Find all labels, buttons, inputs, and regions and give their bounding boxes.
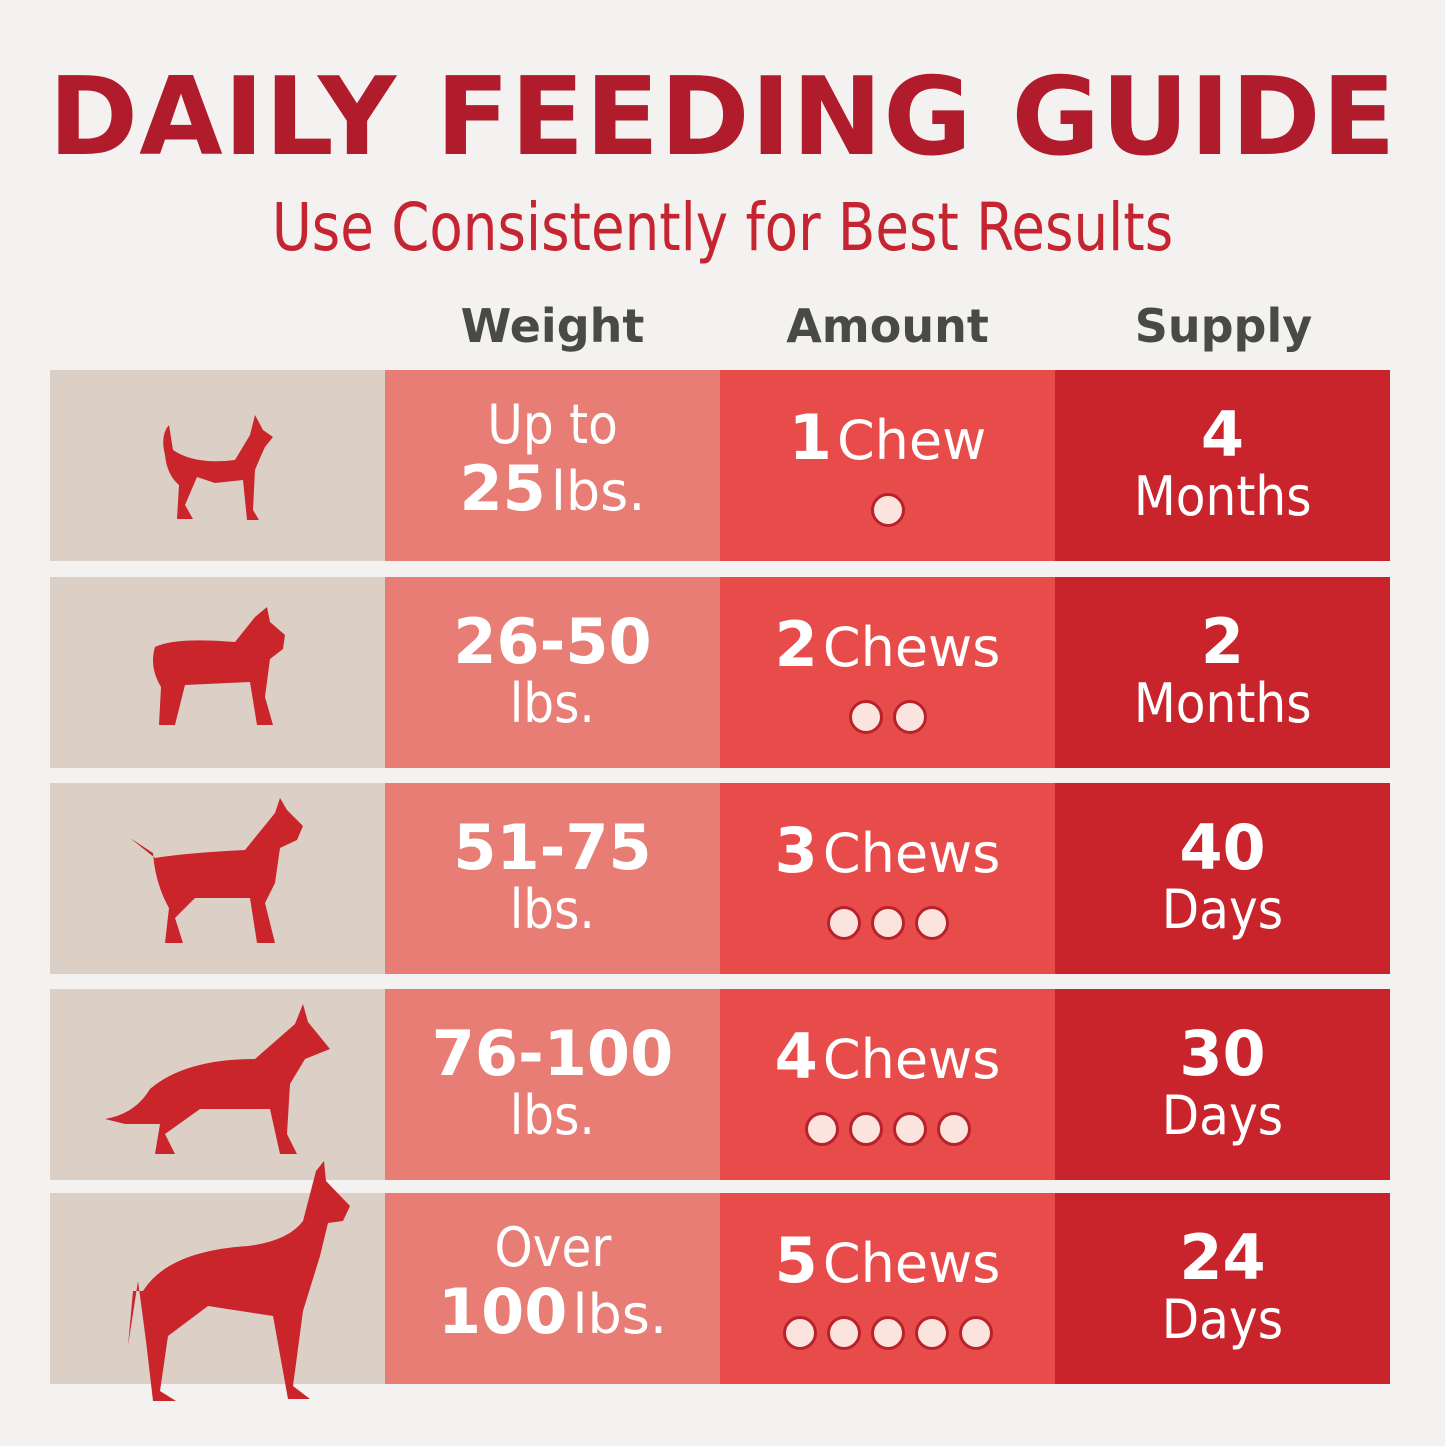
chew-icon (848, 699, 883, 734)
great-dane-icon (128, 1161, 350, 1401)
weight-unit: lbs. (550, 459, 646, 523)
supply-cell: 4 Months (1055, 370, 1390, 561)
chew-dots (782, 1315, 993, 1350)
chew-icon (958, 1315, 993, 1350)
weight-unit: lbs. (509, 1083, 596, 1147)
amount-cell: 3 Chews (720, 783, 1055, 974)
chew-icon (870, 905, 905, 940)
amount-cell: 2 Chews (720, 577, 1055, 768)
table-row: 26-50 lbs. 2 Chews 2 Months (50, 577, 1390, 768)
amount-unit: Chew (836, 408, 987, 472)
chew-dots (848, 699, 927, 734)
supply-value: 24 (1179, 1220, 1266, 1294)
supply-cell: 2 Months (1055, 577, 1390, 768)
amount-value: 3 (774, 813, 818, 887)
supply-value: 4 (1200, 397, 1245, 471)
weight-value: 100 (437, 1274, 568, 1348)
supply-value: 2 (1200, 604, 1245, 678)
weight-cell: 76-100 lbs. (385, 989, 720, 1180)
supply-cell: 40 Days (1055, 783, 1390, 974)
chew-icon (848, 1111, 883, 1146)
amount-value: 5 (774, 1223, 818, 1297)
supply-cell: 24 Days (1055, 1193, 1390, 1384)
chew-icon (914, 905, 949, 940)
dog-size-cell (50, 370, 385, 561)
page-subtitle: Use Consistently for Best Results (271, 189, 1174, 266)
weight-value: 76-100 (431, 1016, 674, 1090)
weight-cell: 26-50 lbs. (385, 577, 720, 768)
supply-unit: Months (1133, 671, 1312, 735)
chew-icon (782, 1315, 817, 1350)
amount-cell: 5 Chews (720, 1193, 1055, 1384)
shepherd-icon (105, 1004, 330, 1154)
small-dog-icon (163, 415, 273, 520)
supply-unit: Days (1161, 1083, 1284, 1147)
chew-icon (804, 1111, 839, 1146)
weight-value: 25 (459, 451, 546, 525)
amount-value: 4 (774, 1019, 818, 1093)
amount-unit: Chews (822, 1027, 1001, 1091)
amount-unit: Chews (822, 1231, 1001, 1295)
header-supply: Supply (1134, 299, 1313, 353)
weight-value: 26-50 (453, 604, 652, 678)
table-row: Over 100 lbs. 5 Chews 24 Days (50, 1161, 1390, 1401)
bulldog-icon (153, 607, 285, 725)
weight-cell: Over 100 lbs. (385, 1193, 720, 1384)
amount-unit: Chews (822, 615, 1001, 679)
weight-unit: lbs. (509, 671, 596, 735)
amount-value: 1 (788, 400, 832, 474)
header-amount: Amount (786, 299, 989, 353)
supply-unit: Months (1133, 464, 1312, 528)
chew-icon (870, 1315, 905, 1350)
chew-icon (826, 905, 861, 940)
weight-prefix: Over (494, 1215, 611, 1279)
weight-value: 51-75 (453, 810, 652, 884)
weight-unit: lbs. (509, 877, 596, 941)
chew-icon (892, 699, 927, 734)
amount-unit: Chews (822, 821, 1001, 885)
chew-icon (870, 492, 905, 527)
chew-dots (804, 1111, 971, 1146)
supply-value: 40 (1179, 810, 1266, 884)
weight-prefix: Up to (487, 392, 618, 456)
amount-cell: 1 Chew (720, 370, 1055, 561)
page-title: DAILY FEEDING GUIDE (48, 55, 1397, 180)
amount-value: 2 (774, 607, 818, 681)
chew-dots (826, 905, 949, 940)
chew-icon (936, 1111, 971, 1146)
dog-size-cell (50, 989, 385, 1180)
terrier-icon (130, 798, 303, 943)
chew-icon (826, 1315, 861, 1350)
chew-icon (914, 1315, 949, 1350)
weight-cell: 51-75 lbs. (385, 783, 720, 974)
weight-unit: lbs. (572, 1282, 668, 1346)
dog-size-cell (50, 1161, 385, 1401)
table-row: 76-100 lbs. 4 Chews 30 Days (50, 989, 1390, 1180)
supply-unit: Days (1161, 877, 1284, 941)
supply-value: 30 (1179, 1016, 1266, 1090)
supply-cell: 30 Days (1055, 989, 1390, 1180)
chew-dots (870, 492, 905, 527)
table-row: 51-75 lbs. 3 Chews 40 Days (50, 783, 1390, 974)
weight-cell: Up to 25 lbs. (385, 370, 720, 561)
header-weight: Weight (460, 299, 645, 353)
supply-unit: Days (1161, 1287, 1284, 1351)
dog-size-cell (50, 783, 385, 974)
table-row: Up to 25 lbs. 1 Chew 4 Months (50, 370, 1390, 561)
dog-size-cell (50, 577, 385, 768)
chew-icon (892, 1111, 927, 1146)
amount-cell: 4 Chews (720, 989, 1055, 1180)
